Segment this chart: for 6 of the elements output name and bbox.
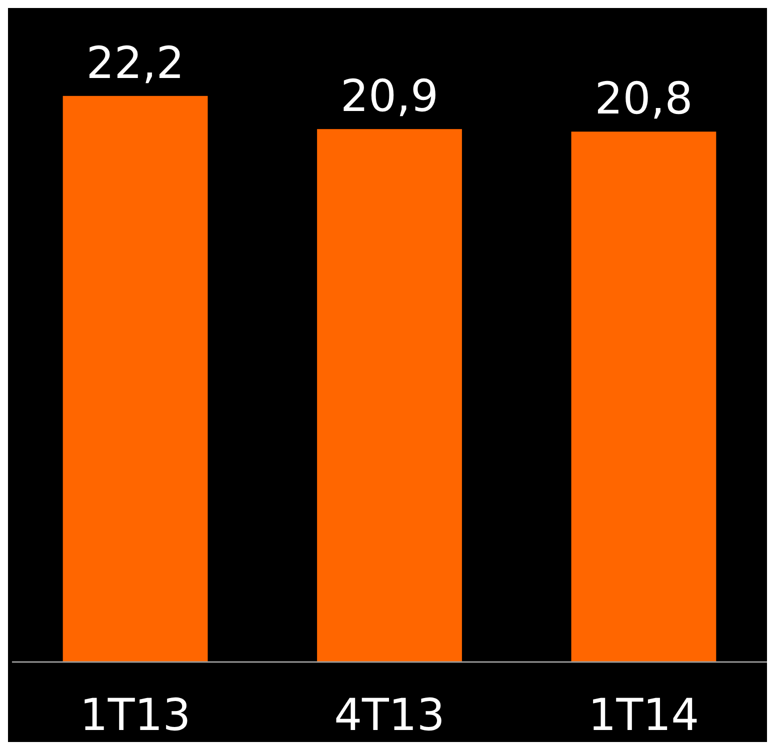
x-tick-label: 4T13 (334, 690, 445, 741)
x-tick-label: 1T14 (588, 690, 700, 741)
x-tick-label: 1T13 (80, 690, 191, 741)
data-label: 20,9 (340, 71, 438, 122)
data-label: 20,8 (594, 74, 693, 125)
data-label: 22,2 (86, 38, 184, 89)
